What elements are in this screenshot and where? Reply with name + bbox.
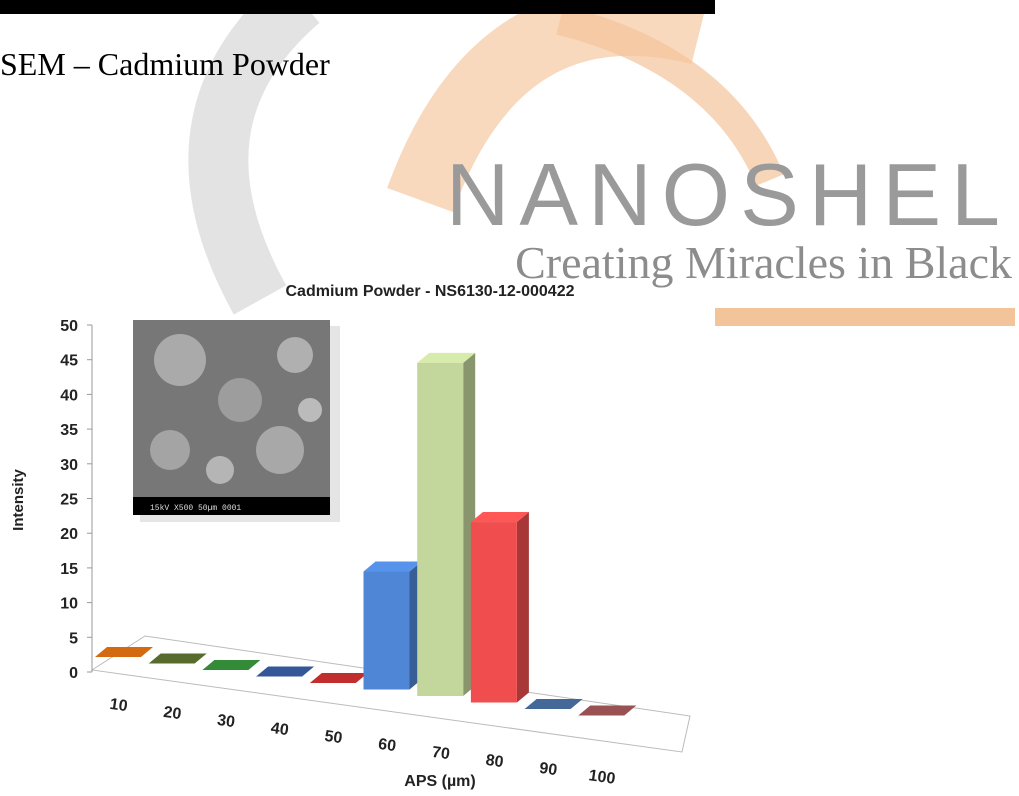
y-tick-label: 35: [60, 422, 78, 439]
sem-inset: 15kV X500 50µm 0001: [133, 320, 340, 522]
inset-caption: 15kV X500 50µm 0001: [150, 504, 241, 513]
y-tick-label: 30: [60, 457, 78, 474]
x-tick-label: 80: [485, 752, 505, 771]
y-tick-label: 0: [69, 665, 78, 682]
bar-top: [95, 647, 153, 657]
bar: [364, 572, 410, 690]
bar: [417, 363, 463, 696]
particle: [256, 426, 304, 474]
logo-tagline: Creating Miracles in Black: [515, 237, 1012, 288]
particle: [150, 430, 190, 470]
y-tick-label: 45: [60, 353, 78, 370]
bar-side: [517, 512, 529, 702]
bar-top: [578, 706, 636, 716]
bar-top: [310, 673, 368, 683]
x-tick-label: 20: [162, 704, 182, 723]
slide: SEM – Cadmium Powder NANOSHEL Creating M…: [0, 0, 1019, 796]
y-tick-label: 15: [60, 561, 78, 578]
x-tick-label: 40: [270, 720, 290, 739]
y-tick-label: 40: [60, 387, 78, 404]
logo-bar: [715, 308, 1015, 326]
chart-title: Cadmium Powder - NS6130-12-000422: [285, 283, 574, 300]
particle: [154, 334, 206, 386]
y-tick-label: 20: [60, 526, 78, 543]
x-axis-label: APS (µm): [404, 773, 475, 790]
x-tick-label: 60: [377, 736, 397, 755]
particle: [277, 337, 313, 373]
y-tick-label: 25: [60, 492, 78, 509]
y-tick-label: 5: [69, 630, 78, 647]
particle: [218, 378, 262, 422]
bar: [471, 522, 517, 702]
x-tick-label: 10: [109, 696, 129, 715]
logo-name: NANOSHEL: [446, 145, 1010, 244]
y-tick-label: 50: [60, 318, 78, 335]
slide-title: SEM – Cadmium Powder: [0, 46, 330, 82]
y-tick-label: 10: [60, 596, 78, 613]
x-tick-label: 90: [538, 760, 558, 779]
top-rule: [0, 0, 715, 14]
x-tick-label: 70: [431, 744, 451, 763]
bar-top: [256, 667, 314, 677]
particle: [298, 398, 322, 422]
particle: [206, 456, 234, 484]
x-tick-label: 30: [216, 712, 236, 731]
bar-top: [149, 654, 207, 664]
bg-arc-gray: [218, 0, 300, 300]
y-axis-label: Intensity: [10, 469, 27, 531]
bar-top: [202, 660, 260, 670]
bar-top: [525, 699, 583, 709]
x-tick-label: 100: [588, 767, 617, 788]
x-tick-label: 50: [323, 728, 343, 747]
